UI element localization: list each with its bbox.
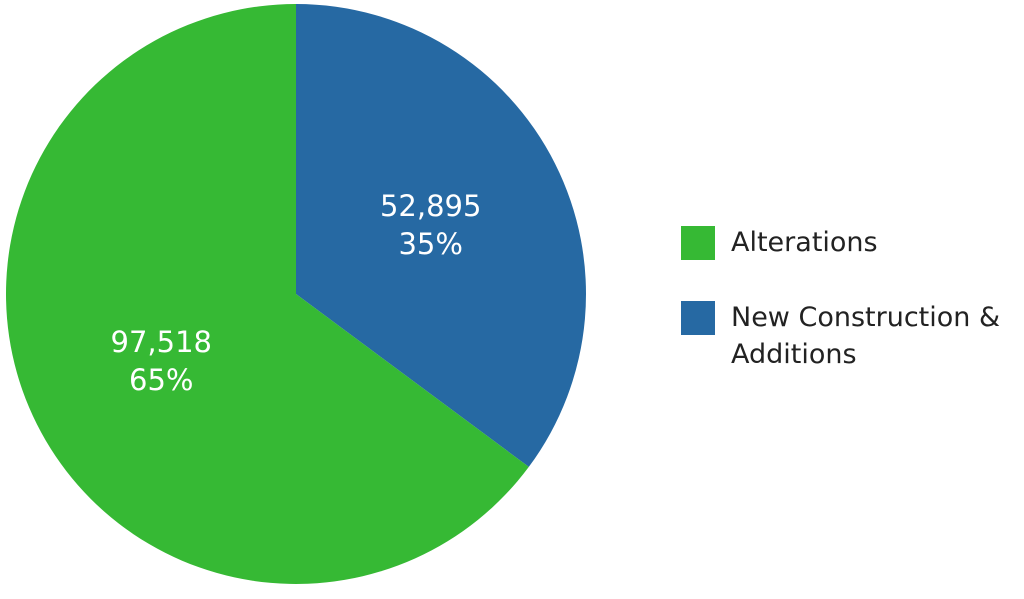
- percent-label: 35%: [398, 227, 462, 261]
- legend-item: Alterations: [681, 226, 1021, 261]
- pie-slice: [5, 4, 529, 584]
- value-label: 52,895: [380, 189, 481, 223]
- pie-slice: [296, 4, 586, 467]
- legend-swatch: [681, 226, 715, 260]
- percent-label: 65%: [129, 363, 193, 397]
- legend-item: New Construction & Additions: [681, 301, 1021, 373]
- value-label: 97,518: [111, 325, 212, 359]
- legend-swatch: [681, 301, 715, 335]
- chart: 52,895 35% 97,518 65%: [5, 4, 586, 584]
- legend-label: Alterations: [731, 227, 878, 258]
- legend: Alterations New Construction & Additions: [681, 226, 1021, 413]
- legend-label: New Construction & Additions: [731, 302, 1001, 370]
